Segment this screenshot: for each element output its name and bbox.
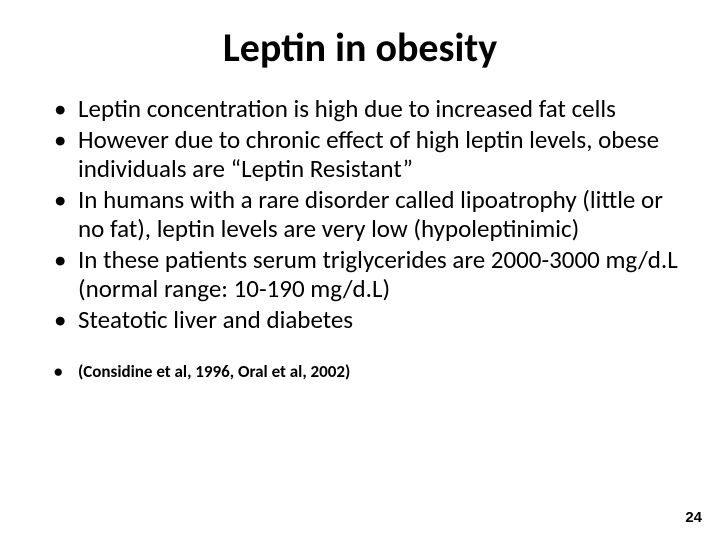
reference-list: (Considine et al, 1996, Oral et al, 2002… (50, 362, 684, 382)
page-number: 24 (685, 509, 702, 526)
bullet-list: Leptin concentration is high due to incr… (50, 94, 684, 334)
list-item: However due to chronic effect of high le… (50, 125, 684, 183)
list-item: Steatotic liver and diabetes (50, 305, 684, 334)
list-item: Leptin concentration is high due to incr… (50, 94, 684, 123)
reference-item: (Considine et al, 1996, Oral et al, 2002… (50, 362, 684, 382)
list-item: In humans with a rare disorder called li… (50, 185, 684, 243)
slide-body: Leptin concentration is high due to incr… (0, 94, 720, 382)
list-item: In these patients serum triglycerides ar… (50, 245, 684, 303)
slide: Leptin in obesity Leptin concentration i… (0, 0, 720, 540)
slide-title: Leptin in obesity (0, 0, 720, 94)
